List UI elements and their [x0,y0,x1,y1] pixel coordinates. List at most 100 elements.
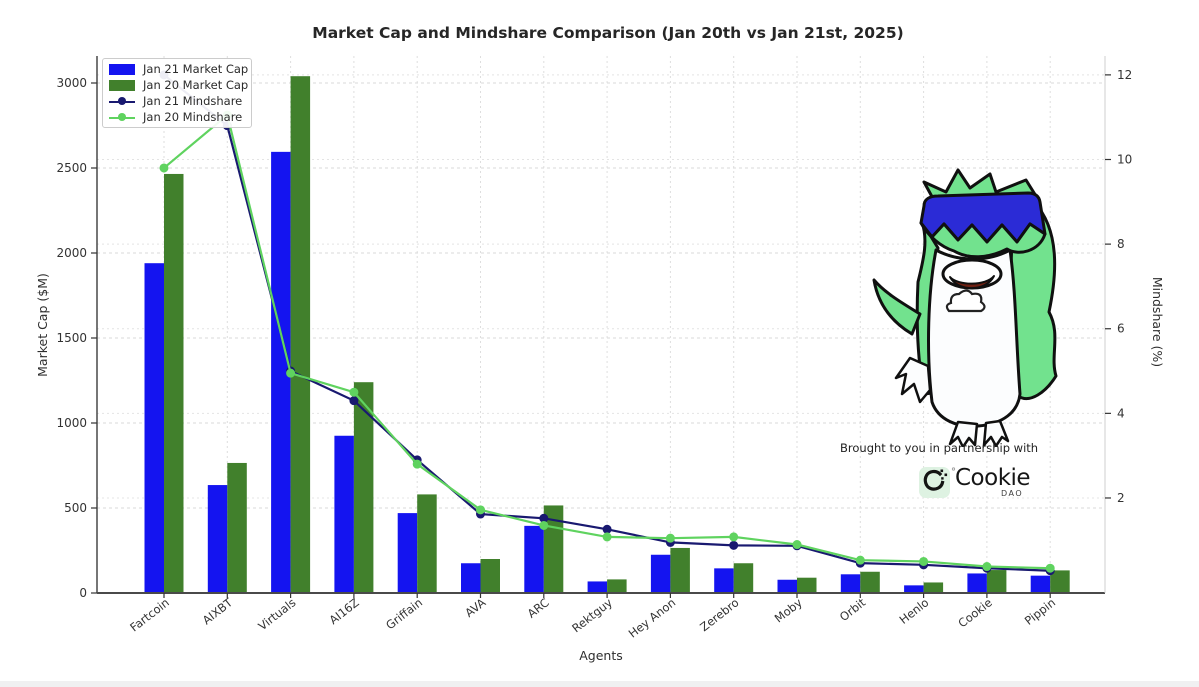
point-jan-20-mindshare-Griffain [412,459,422,469]
bar-jan-20-market-cap-Pippin [1050,570,1070,593]
legend-item-jan-21-mindshare: Jan 21 Mindshare [109,94,245,109]
point-jan-20-mindshare-Cookie [982,562,992,572]
bar-jan-21-market-cap-Rektguy [587,581,608,593]
cookie-dao-text: DAO [1001,489,1024,498]
bar-jan-21-market-cap-Moby [777,579,797,593]
mascot-fringe [919,221,1047,259]
bar-jan-20-market-cap-Orbit [860,571,880,593]
x-tick-label-moby: Moby [772,595,805,625]
cookie-icon [923,469,948,491]
legend-item-jan-21-market-cap: Jan 21 Market Cap [109,62,249,77]
point-jan-21-mindshare-Rektguy [602,524,612,534]
x-tick-label-hey-anon: Hey Anon [626,595,678,640]
bar-jan-20-market-cap-Rektguy [607,579,627,593]
x-tick-label-ai16z: AI16Z [327,595,362,627]
bar-jan-21-market-cap-AVA [461,563,481,593]
y-left-tick-label: 2000 [56,246,87,260]
y-left-tick-label: 1000 [56,416,87,430]
point-jan-20-mindshare-Henlo [919,556,929,566]
bar-jan-21-market-cap-Cookie [967,573,987,593]
legend-item-jan-20-mindshare: Jan 20 Mindshare [109,110,245,125]
y-left-axis-label: Market Cap ($M) [35,273,50,377]
bar-jan-20-market-cap-Hey Anon [670,547,690,593]
x-tick-label-orbit: Orbit [837,595,869,624]
x-tick-label-rektguy: Rektguy [569,595,615,635]
bar-jan-20-market-cap-AIXBT [227,462,247,593]
point-jan-21-mindshare-AI16Z [349,396,359,406]
legend-label: Jan 20 Market Cap [143,78,249,92]
y-right-tick-label: 10 [1117,153,1132,167]
x-tick-label-virtuals: Virtuals [255,595,298,633]
cookie-dao-logo [919,467,956,498]
bar-jan-20-market-cap-Moby [797,577,817,593]
x-tick-label-cookie: Cookie [955,595,994,630]
bar-jan-21-market-cap-Hey Anon [650,554,671,593]
x-tick-label-zerebro: Zerebro [697,595,741,634]
y-left-tick-label: 3000 [56,76,87,90]
y-right-tick-label: 8 [1117,237,1125,251]
legend-item-jan-20-market-cap: Jan 20 Market Cap [109,78,249,93]
x-tick-label-pippin: Pippin [1022,595,1058,628]
bar-jan-21-market-cap-Pippin [1030,575,1051,593]
legend-label: Jan 21 Mindshare [143,94,243,108]
bar-jan-20-market-cap-Griffain [417,494,437,593]
bar-jan-20-market-cap-Zerebro [733,563,754,593]
point-jan-21-mindshare-Zerebro [729,540,739,550]
bar-jan-20-market-cap-Fartcoin [164,173,184,593]
cookie-brand-text: Cookie [955,465,1031,491]
point-jan-20-mindshare-ARC [539,520,549,530]
point-jan-20-mindshare-Virtuals [286,368,296,378]
point-jan-20-mindshare-AVA [476,505,485,515]
chart-title: Market Cap and Mindshare Comparison (Jan… [312,24,903,42]
bar-jan-20-market-cap-Virtuals [290,76,311,593]
legend-line-sample [109,96,135,107]
bar-jan-21-market-cap-Fartcoin [144,263,164,593]
legend-line-sample [109,112,135,123]
x-tick-label-griffain: Griffain [383,595,425,632]
mascot-hand [894,356,932,404]
y-right-tick-label: 2 [1117,491,1125,505]
point-jan-20-mindshare-Zerebro [729,532,739,542]
mascot-arm [872,278,922,336]
x-tick-label-aixbt: AIXBT [200,595,236,628]
partnership-caption: Brought to you in partnership with [840,441,1039,455]
penguin-mascot-image [872,168,1058,447]
mascot-chest-cloud [945,289,986,313]
trademark-mark [951,467,956,471]
legend-label: Jan 20 Mindshare [143,110,243,124]
bar-jan-21-market-cap-Henlo [904,585,924,593]
y-left-tick-label: 1500 [56,331,87,345]
y-left-tick-label: 2500 [56,161,87,175]
x-axis-label: Agents [579,648,623,663]
bar-jan-21-market-cap-Griffain [397,513,418,593]
point-jan-20-mindshare-Rektguy [602,532,612,542]
point-jan-20-mindshare-Orbit [855,555,865,565]
y-left-tick-label: 0 [79,586,87,600]
bar-jan-21-market-cap-AIXBT [207,485,228,593]
chart-legend: Jan 21 Market Cap Jan 20 Market Cap Jan 21… [102,58,252,128]
y-left-tick-label: 500 [64,501,87,515]
bar-jan-20-market-cap-AI16Z [353,382,374,593]
point-jan-20-mindshare-Hey Anon [665,533,675,543]
bar-jan-21-market-cap-ARC [524,525,544,593]
bottom-edge-strip [0,681,1199,687]
bar-jan-21-market-cap-Orbit [840,574,861,593]
point-jan-20-mindshare-Pippin [1045,563,1055,573]
bar-jan-21-market-cap-AI16Z [334,435,354,593]
point-jan-20-mindshare-Moby [792,540,802,550]
bar-jan-20-market-cap-Cookie [986,570,1007,593]
x-tick-label-henlo: Henlo [897,595,932,627]
legend-label: Jan 21 Market Cap [143,62,249,76]
legend-color-patch [109,63,135,75]
point-jan-20-mindshare-Fartcoin [159,163,169,173]
y-right-tick-label: 6 [1117,322,1125,336]
bar-jan-20-market-cap-Henlo [923,582,944,593]
y-right-axis-label: Mindshare (%) [1150,277,1165,367]
legend-color-patch [109,79,135,91]
y-right-tick-label: 4 [1117,406,1125,420]
x-tick-label-fartcoin: Fartcoin [127,595,172,634]
point-jan-20-mindshare-AI16Z [349,387,359,397]
bar-jan-21-market-cap-Virtuals [271,151,291,593]
y-right-tick-label: 12 [1117,68,1132,82]
